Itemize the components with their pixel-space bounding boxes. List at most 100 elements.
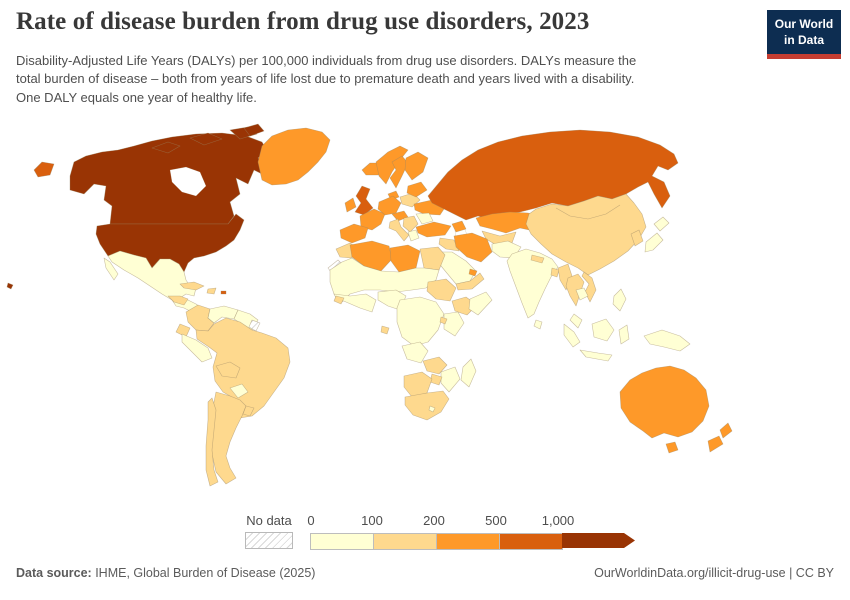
country-chile[interactable]: [205, 397, 219, 487]
subtitle-line-1: Disability-Adjusted Life Years (DALYs) p…: [16, 53, 637, 68]
country-gabon[interactable]: [380, 325, 390, 335]
country-nepal[interactable]: [530, 254, 545, 264]
country-mozambique[interactable]: [440, 366, 461, 393]
country-italy[interactable]: [388, 218, 410, 242]
country-iberia[interactable]: [339, 223, 369, 244]
country-argentina[interactable]: [209, 391, 247, 485]
country-australia[interactable]: [619, 365, 710, 439]
mongolia-border: [555, 204, 621, 220]
tick-500: 500: [485, 513, 507, 528]
country-baltics[interactable]: [406, 181, 428, 198]
tick-200: 200: [423, 513, 445, 528]
country-sulawesi[interactable]: [618, 324, 630, 345]
data-source-label: Data source:: [16, 566, 92, 580]
subtitle-line-2: total burden of disease – both from year…: [16, 71, 635, 87]
country-peru[interactable]: [181, 333, 213, 363]
country-somalia[interactable]: [468, 291, 493, 316]
legend-bin-0-100[interactable]: [310, 533, 374, 550]
country-japan-hokkaido[interactable]: [653, 216, 670, 232]
country-guinea[interactable]: [333, 295, 345, 305]
country-egypt[interactable]: [419, 246, 446, 271]
logo-line-2: in Data: [783, 32, 824, 47]
country-greece[interactable]: [407, 229, 420, 242]
hawaii[interactable]: [6, 282, 14, 290]
subtitle-line-3: One DALY equals one year of healthy life…: [16, 89, 257, 105]
country-cambodia[interactable]: [575, 287, 589, 301]
country-thailand[interactable]: [565, 273, 585, 307]
world-map[interactable]: [0, 112, 850, 504]
arctic-island-2[interactable]: [189, 132, 223, 146]
country-new-guinea[interactable]: [643, 329, 691, 352]
country-bolivia[interactable]: [215, 361, 241, 379]
arctic-island-4[interactable]: [243, 123, 265, 137]
country-central-africa[interactable]: [396, 296, 445, 347]
country-brazil[interactable]: [195, 317, 291, 419]
tick-1000: 1,000: [541, 513, 575, 528]
country-sumatra[interactable]: [563, 323, 581, 348]
country-cuba[interactable]: [179, 281, 205, 291]
data-source-text: IHME, Global Burden of Disease (2025): [91, 566, 316, 580]
country-greenland[interactable]: [257, 127, 331, 186]
country-guatemala[interactable]: [167, 295, 189, 306]
country-angola[interactable]: [401, 341, 429, 364]
country-iran[interactable]: [453, 232, 493, 263]
country-uae[interactable]: [468, 268, 478, 277]
color-scale: 0 100 200 500 1,000: [307, 513, 640, 550]
country-java[interactable]: [579, 349, 613, 362]
owid-logo: Our World in Data: [767, 10, 841, 60]
hudson-bay: [169, 166, 207, 197]
country-sweden[interactable]: [389, 155, 409, 189]
country-uganda[interactable]: [439, 316, 448, 325]
country-algeria[interactable]: [349, 240, 393, 272]
country-caucasus[interactable]: [451, 220, 467, 233]
country-germany[interactable]: [377, 195, 402, 216]
country-sudan[interactable]: [426, 278, 457, 302]
country-lesotho[interactable]: [428, 405, 436, 413]
country-balkans[interactable]: [402, 215, 419, 233]
country-ireland[interactable]: [344, 197, 357, 213]
country-japan-honshu[interactable]: [644, 232, 664, 253]
legend-bin-500-1000[interactable]: [499, 533, 563, 550]
country-romania[interactable]: [415, 212, 434, 225]
country-philippines[interactable]: [612, 288, 627, 312]
country-iraq-syria[interactable]: [438, 237, 460, 252]
country-paraguay[interactable]: [229, 383, 249, 399]
baja-california[interactable]: [103, 257, 119, 281]
country-turkey[interactable]: [415, 221, 452, 238]
country-kenya-tanzania[interactable]: [443, 311, 465, 337]
country-korea[interactable]: [630, 229, 644, 247]
country-malaysia[interactable]: [569, 313, 583, 329]
no-data-swatch[interactable]: [245, 532, 293, 549]
country-new-zealand-north[interactable]: [719, 422, 733, 439]
country-yemen-oman[interactable]: [455, 272, 485, 291]
chart-footer: Data source: IHME, Global Burden of Dise…: [0, 566, 850, 580]
arctic-island-1[interactable]: [151, 141, 181, 154]
country-uk[interactable]: [354, 185, 374, 216]
country-borneo[interactable]: [591, 318, 615, 342]
legend-bin-100-200[interactable]: [373, 533, 437, 550]
legend-bin-200-500[interactable]: [436, 533, 500, 550]
country-chukotka[interactable]: [33, 161, 55, 178]
country-uruguay[interactable]: [242, 405, 255, 417]
country-zambia[interactable]: [422, 356, 448, 375]
country-china[interactable]: [525, 193, 647, 276]
country-madagascar[interactable]: [460, 358, 477, 388]
country-india[interactable]: [506, 248, 559, 319]
country-finland[interactable]: [404, 151, 429, 181]
country-sri-lanka[interactable]: [533, 319, 543, 330]
legend-color-bar: [310, 532, 640, 550]
country-venezuela[interactable]: [207, 305, 239, 324]
page-title: Rate of disease burden from drug use dis…: [16, 8, 590, 35]
tick-0: 0: [307, 513, 315, 528]
no-data-label: No data: [246, 513, 292, 528]
country-new-zealand-south[interactable]: [707, 435, 724, 453]
legend-bin-1000-plus[interactable]: [562, 533, 635, 548]
logo-line-1: Our World: [774, 17, 834, 31]
country-hispaniola[interactable]: [206, 287, 217, 295]
country-bangladesh[interactable]: [550, 267, 560, 278]
puerto-rico[interactable]: [220, 290, 227, 295]
country-tasmania[interactable]: [665, 441, 679, 454]
country-south-africa[interactable]: [404, 390, 450, 421]
country-vietnam[interactable]: [581, 271, 597, 303]
